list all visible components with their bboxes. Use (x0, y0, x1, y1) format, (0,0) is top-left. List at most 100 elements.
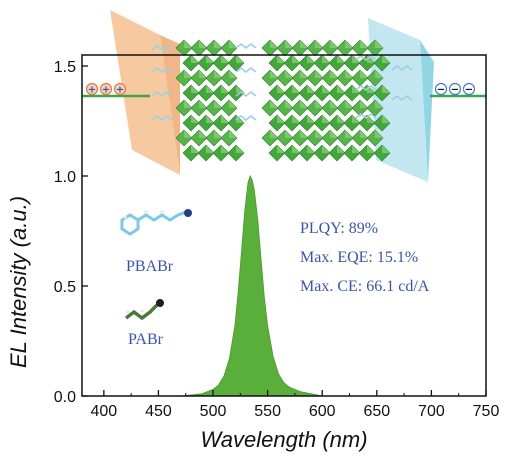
molecule-label-pbabr: PBABr (126, 258, 174, 275)
svg-text:+: + (102, 85, 110, 96)
octahedron-facet (191, 115, 199, 123)
octahedron-facet (360, 40, 368, 48)
octahedron-facet (270, 70, 278, 78)
y-tick-label: 0.5 (54, 279, 76, 296)
octahedron-facet (292, 115, 300, 123)
octahedron-facet (382, 115, 390, 123)
spacer-chain (391, 94, 413, 102)
spacer-chain (151, 114, 173, 122)
x-tick-label: 600 (309, 403, 336, 420)
x-tick-label: 700 (418, 403, 445, 420)
hole-charge-icon: + (99, 82, 113, 96)
octahedron-facet (315, 100, 323, 108)
octahedron-facet (221, 85, 229, 93)
octahedron-facet (382, 55, 390, 63)
octahedron-facet (236, 115, 244, 123)
octahedron-facet (184, 40, 192, 48)
octahedron-facet (277, 145, 285, 153)
octahedron-facet (330, 40, 338, 48)
spacer-chain (151, 66, 173, 74)
y-axis-ticks: 0.0 0.5 1.0 1.5 (54, 59, 88, 406)
octahedron-facet (337, 55, 345, 63)
svg-text:+: + (116, 85, 124, 96)
octahedron-facet (236, 145, 244, 153)
octahedron-facet (270, 40, 278, 48)
cathode-charges: − − − (434, 82, 476, 96)
octahedron-facet (300, 130, 308, 138)
octahedron-facet (330, 130, 338, 138)
spacer-chain (235, 90, 257, 98)
x-tick-label: 450 (145, 403, 172, 420)
octahedron-facet (337, 115, 345, 123)
molecule-label-pabr: PABr (128, 331, 164, 348)
octahedron-facet (285, 70, 293, 78)
octahedron-facet (337, 145, 345, 153)
hole-charge-icon: + (85, 82, 99, 96)
octahedron-facet (315, 130, 323, 138)
anode-charges: + + + (85, 82, 127, 96)
octahedron-facet (236, 55, 244, 63)
organic-spacer-molecules (151, 42, 413, 122)
octahedron-facet (184, 130, 192, 138)
pabr-molecule-icon (124, 299, 164, 321)
octahedron-facet (375, 130, 383, 138)
octahedron-facet (360, 70, 368, 78)
octahedron-facet (322, 115, 330, 123)
octahedron-facet (285, 100, 293, 108)
octahedron-facet (360, 100, 368, 108)
octahedron-facet (214, 100, 222, 108)
octahedron-facet (367, 115, 375, 123)
octahedron-facet (315, 40, 323, 48)
octahedron-facet (270, 100, 278, 108)
octahedron-facet (206, 85, 214, 93)
x-axis-label: Wavelength (nm) (200, 427, 367, 452)
spacer-chain (235, 42, 257, 50)
x-tick-label: 550 (254, 403, 281, 420)
octahedron-facet (300, 70, 308, 78)
octahedron-facet (307, 85, 315, 93)
annotation-max-eqe: Max. EQE: 15.1% (300, 249, 418, 266)
octahedron-facet (307, 145, 315, 153)
octahedron-facet (337, 85, 345, 93)
svg-text:−: − (465, 85, 473, 96)
octahedron-facet (330, 100, 338, 108)
el-peak-area (180, 174, 323, 397)
octahedron-facet (367, 145, 375, 153)
spacer-chain (355, 112, 377, 120)
octahedron-facet (292, 145, 300, 153)
octahedron-facet (375, 100, 383, 108)
octahedron-facet (277, 115, 285, 123)
svg-text:−: − (451, 85, 459, 96)
octahedron-facet (352, 115, 360, 123)
octahedron-facet (229, 130, 237, 138)
octahedron-facet (300, 100, 308, 108)
electron-charge-icon: − (434, 82, 448, 96)
octahedron-facet (191, 55, 199, 63)
pbabr-molecule-icon (120, 209, 192, 236)
octahedron-facet (270, 130, 278, 138)
spacer-chain (151, 90, 173, 98)
octahedron-facet (184, 70, 192, 78)
octahedron-facet (307, 115, 315, 123)
electron-charge-icon: − (448, 82, 462, 96)
octahedron-facet (330, 70, 338, 78)
anode-electrode (110, 10, 180, 175)
octahedron-facet (199, 70, 207, 78)
octahedron-facet (221, 145, 229, 153)
spacer-chain (235, 66, 257, 74)
octahedron-facet (191, 145, 199, 153)
octahedron-facet (199, 100, 207, 108)
octahedron-facet (229, 70, 237, 78)
svg-text:+: + (88, 85, 96, 96)
plot-frame (81, 54, 487, 397)
octahedron-facet (206, 55, 214, 63)
octahedron-facet (236, 85, 244, 93)
x-axis-ticks: 400 450 500 550 600 650 700 750 (90, 390, 499, 420)
octahedron-facet (199, 130, 207, 138)
octahedron-facet (292, 55, 300, 63)
plot-area: 400 450 500 550 600 650 700 750 0.0 0.5 1.0 1.5 (54, 54, 499, 420)
octahedron-facet (307, 55, 315, 63)
spacer-chain (151, 44, 173, 52)
octahedron-facet (229, 100, 237, 108)
